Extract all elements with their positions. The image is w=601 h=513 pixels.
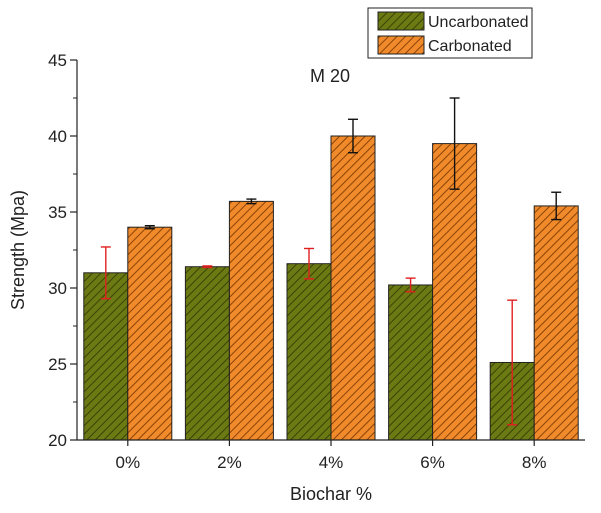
x-ticks: 0% 2% 4% 6% 8% <box>116 440 547 472</box>
error-bars-layer <box>100 97 562 426</box>
bar-uncarbonated-0 <box>83 272 129 441</box>
bar-carbonated-0 <box>127 226 173 441</box>
bar-carbonated-1 <box>228 200 274 441</box>
y-tick-label: 20 <box>48 431 67 450</box>
bar-carbonated-2 <box>330 135 376 441</box>
legend-label-carbonated: Carbonated <box>428 38 512 55</box>
legend-swatch-carbonated <box>377 35 425 55</box>
error-bar-carbonated-2 <box>348 118 358 154</box>
x-tick-label: 0% <box>116 453 141 472</box>
error-bar-carbonated-1 <box>246 198 257 205</box>
error-bar-carbonated-4 <box>551 191 562 221</box>
y-tick-label: 30 <box>48 279 67 298</box>
x-tick-label: 4% <box>319 453 344 472</box>
error-bar-uncarbonated-1 <box>202 265 213 269</box>
error-bar-uncarbonated-0 <box>100 246 111 300</box>
chart-title: M 20 <box>310 66 350 86</box>
x-axis-label: Biochar % <box>290 484 372 504</box>
legend: Uncarbonated Carbonated <box>367 7 533 59</box>
error-bar-carbonated-3 <box>449 97 460 190</box>
bar-carbonated-3 <box>432 143 478 441</box>
y-tick-label: 45 <box>48 51 67 70</box>
y-tick-label: 35 <box>48 203 67 222</box>
x-tick-label: 6% <box>420 453 445 472</box>
y-ticks: 20 25 30 35 40 45 <box>48 51 77 450</box>
x-tick-label: 8% <box>522 453 547 472</box>
y-tick-label: 40 <box>48 127 67 146</box>
bar-uncarbonated-2 <box>286 263 332 441</box>
legend-label-uncarbonated: Uncarbonated <box>428 14 529 31</box>
error-bar-uncarbonated-4 <box>507 299 518 426</box>
y-axis-label: Strength (Mpa) <box>8 190 28 310</box>
bars-layer <box>83 135 579 441</box>
error-bar-uncarbonated-2 <box>304 247 314 280</box>
bar-uncarbonated-3 <box>388 284 434 441</box>
y-tick-label: 25 <box>48 355 67 374</box>
error-bar-uncarbonated-3 <box>405 277 416 293</box>
legend-swatch-uncarbonated <box>377 11 425 31</box>
bar-carbonated-4 <box>533 205 579 441</box>
x-tick-label: 2% <box>217 453 242 472</box>
error-bar-carbonated-0 <box>144 224 155 230</box>
bar-uncarbonated-1 <box>184 266 230 441</box>
